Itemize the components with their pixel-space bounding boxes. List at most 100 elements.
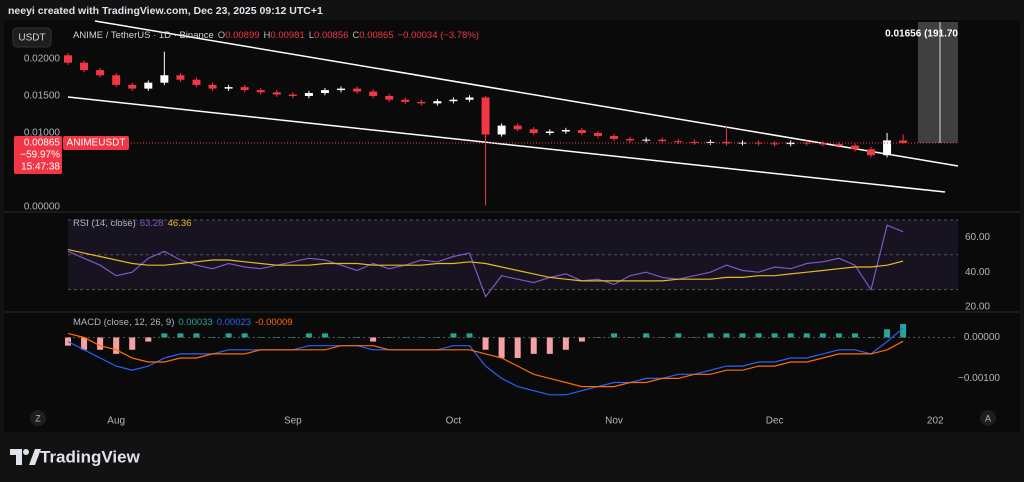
x-tick-label: Sep xyxy=(284,416,302,427)
candle-body xyxy=(417,101,426,104)
histogram-bar xyxy=(707,333,714,338)
histogram-bar xyxy=(65,337,71,346)
candle-body xyxy=(337,88,346,91)
scale-button-label[interactable]: Z xyxy=(35,413,41,423)
candle-body xyxy=(674,141,683,143)
candle-body xyxy=(545,131,554,133)
candle-body xyxy=(658,139,667,142)
histogram-bar xyxy=(691,337,698,338)
candle-body xyxy=(834,144,843,146)
candle-body xyxy=(626,138,635,141)
candle-body xyxy=(96,70,105,76)
histogram-bar xyxy=(257,337,264,338)
histogram-bar xyxy=(402,337,409,338)
histogram-bar xyxy=(594,337,601,338)
chart-panel xyxy=(4,20,1020,432)
indicator-value: 0.00023 xyxy=(216,317,252,328)
measure-box xyxy=(918,22,958,143)
candle-body xyxy=(144,82,153,89)
histogram-bar xyxy=(900,323,907,338)
histogram-bar xyxy=(386,337,393,338)
histogram-bar xyxy=(835,333,842,338)
histogram-bar xyxy=(209,337,216,338)
series-line xyxy=(67,327,904,396)
histogram-bar xyxy=(739,333,746,338)
scale-button-label[interactable]: A xyxy=(985,413,991,423)
brand: TradingView xyxy=(40,447,141,466)
histogram-bar xyxy=(803,333,810,338)
price-legend: ANIME / TetherUS · 1D · Binance O 0.00899 H… xyxy=(73,30,479,41)
candle-body xyxy=(288,94,297,96)
series-line xyxy=(67,224,904,298)
candle-body xyxy=(320,90,329,94)
histogram-bar xyxy=(81,337,88,350)
price-tag-change: −59.97% xyxy=(20,150,60,161)
candle-body xyxy=(529,129,538,133)
histogram-bar xyxy=(755,333,762,338)
histogram-bar xyxy=(305,333,312,338)
histogram-bar xyxy=(819,333,826,338)
candle-body xyxy=(160,75,169,83)
histogram-bar xyxy=(145,337,152,342)
histogram-bar xyxy=(177,333,184,338)
candle-body xyxy=(401,99,410,102)
histogram-bar xyxy=(354,337,361,338)
currency-button-label[interactable]: USDT xyxy=(18,33,45,44)
histogram-bar xyxy=(113,337,120,354)
candle-body xyxy=(304,93,313,96)
histogram-bar xyxy=(787,333,794,338)
candle-body xyxy=(80,62,89,71)
candle-body xyxy=(272,92,281,95)
candle-body xyxy=(256,90,265,93)
measure-label: 0.01656 (191.70 xyxy=(885,29,958,40)
y-tick-label: 0.02000 xyxy=(24,54,61,65)
candle-body xyxy=(899,140,908,143)
x-tick-label: 202 xyxy=(927,416,944,427)
candle-body xyxy=(497,125,506,135)
indicator-value: 0.00033 xyxy=(178,317,213,328)
histogram-bar xyxy=(498,337,505,358)
candle-body xyxy=(449,99,458,102)
candle-body xyxy=(513,125,522,130)
symbol-tag-label: ANIMEUSDT xyxy=(67,138,126,149)
currency-button[interactable] xyxy=(12,27,52,48)
histogram-bar xyxy=(771,333,778,338)
ohlc-value: 0.00865 xyxy=(359,30,394,41)
x-tick-label: Nov xyxy=(605,416,623,427)
series-line xyxy=(67,249,904,282)
histogram-bar xyxy=(884,329,891,338)
candle-body xyxy=(770,143,779,145)
histogram-bar xyxy=(627,337,634,338)
histogram-bar xyxy=(193,333,200,338)
y-tick-label: 60.00 xyxy=(965,232,990,243)
x-tick-label: Aug xyxy=(107,416,125,427)
candle-body xyxy=(112,75,121,85)
candle-body xyxy=(722,141,731,144)
indicator-value: -0.00009 xyxy=(255,317,293,328)
candle-body xyxy=(577,130,586,133)
histogram-bar xyxy=(723,333,730,338)
scale-button[interactable] xyxy=(30,410,46,426)
ohlc-value: 0.00856 xyxy=(314,30,349,41)
trendline xyxy=(94,20,959,167)
histogram-bar xyxy=(97,337,104,350)
ohlc-value: 0.00899 xyxy=(225,30,260,41)
histogram-bar xyxy=(289,337,296,338)
histogram-bar xyxy=(466,333,473,338)
y-tick-label: 0.00000 xyxy=(24,202,61,213)
candle-body xyxy=(208,84,217,89)
candle-body xyxy=(706,141,715,143)
candle-body xyxy=(690,141,699,143)
histogram-bar xyxy=(321,333,328,338)
price-tag-value: 0.00865 xyxy=(24,138,61,149)
histogram-bar xyxy=(273,337,280,338)
candle-body xyxy=(593,133,602,136)
histogram-bar xyxy=(418,337,425,338)
ohlc-value: 0.00981 xyxy=(270,30,305,41)
candle-body xyxy=(128,84,137,89)
histogram-bar xyxy=(530,337,537,354)
candle-body xyxy=(176,75,185,80)
scale-button[interactable] xyxy=(980,410,996,426)
histogram-bar xyxy=(546,337,553,354)
